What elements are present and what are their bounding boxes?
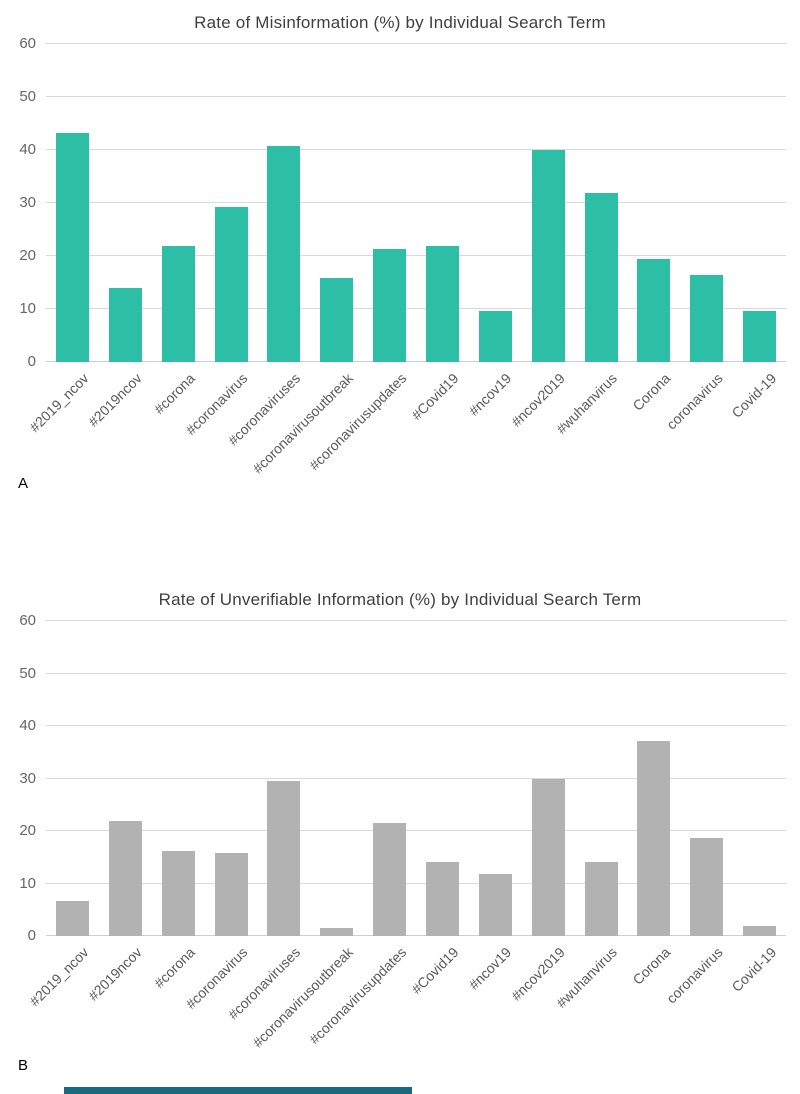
bar-Covid-19	[743, 925, 777, 936]
bar-#coronavirusupdates	[373, 822, 407, 936]
bar-Covid-19	[743, 310, 777, 362]
y-tick-label: 0	[27, 353, 36, 370]
chart-title-misinformation: Rate of Misinformation (%) by Individual…	[194, 13, 606, 32]
x-tick-label: #2019_ncov	[26, 370, 92, 436]
x-tick-label: coronavirus	[663, 944, 727, 1007]
x-tick-label: #coronavirusupdates	[305, 370, 409, 474]
x-tick-label: #corona	[150, 944, 198, 992]
bar-#ncov19	[478, 874, 512, 936]
gridline	[46, 882, 786, 884]
bar-#2019ncov	[108, 287, 142, 362]
x-tick-label: #corona	[150, 370, 198, 418]
y-axis: 0 10 20 30 40 50 60	[0, 612, 46, 944]
x-tick-label: #ncov19	[465, 944, 515, 993]
y-tick-label: 30	[19, 769, 36, 787]
panel-label-a: A	[18, 475, 29, 492]
y-tick-label: 50	[19, 664, 36, 682]
bar-#Covid19	[425, 245, 459, 362]
y-tick-label: 50	[19, 88, 36, 105]
plot-area	[46, 43, 786, 362]
bar-#corona	[161, 245, 195, 362]
x-tick-label: Covid-19	[727, 944, 779, 995]
x-tick-label: Covid-19	[727, 370, 779, 421]
bar-Corona	[637, 258, 671, 362]
x-tick-label: coronavirus	[663, 370, 727, 433]
x-tick-label: #Covid19	[408, 944, 462, 998]
x-tick-label: #coronavirusupdates	[305, 944, 409, 1048]
y-tick-label: 10	[19, 874, 36, 892]
x-tick-label: Corona	[629, 370, 674, 414]
chart-misinformation: Rate of Misinformation (%) by Individual…	[0, 0, 800, 494]
bar-#2019_ncov	[55, 900, 89, 936]
x-tick-label: #coronavirusoutbreak	[249, 370, 357, 477]
x-tick-label: #ncov19	[465, 370, 515, 419]
gridline	[46, 43, 786, 44]
bar-coronavirus	[690, 837, 724, 936]
bar-#coronavirusoutbreak	[320, 278, 354, 362]
gridline	[46, 149, 786, 150]
bar-Corona	[637, 740, 671, 936]
y-tick-label: 60	[19, 35, 36, 52]
next-figure-edge-strip	[64, 1087, 412, 1094]
gridline	[46, 725, 786, 726]
gridline	[46, 830, 786, 831]
x-tick-label: #2019ncov	[84, 370, 145, 430]
gridline	[46, 308, 786, 309]
bar-#coronavirusupdates	[373, 248, 407, 362]
x-tick-label: Corona	[629, 944, 674, 988]
y-tick-label: 20	[19, 247, 36, 265]
bar-#coronavirus	[214, 853, 248, 936]
bar-#wuhanvirus	[584, 861, 618, 936]
x-axis-baseline	[46, 935, 786, 936]
bar-#2019_ncov	[55, 133, 89, 362]
y-tick-label: 40	[19, 717, 36, 735]
bar-#coronavirus	[214, 206, 248, 362]
y-tick-label: 30	[19, 194, 36, 211]
bar-coronavirus	[690, 274, 724, 362]
x-tick-label: #2019_ncov	[26, 944, 92, 1010]
x-axis-labels: #2019_ncov #2019ncov #corona #coronavirus #c…	[26, 362, 786, 477]
y-tick-label: 60	[19, 612, 36, 629]
bar-#ncov2019	[531, 150, 565, 362]
y-tick-label: 40	[19, 141, 36, 159]
gridline	[46, 672, 786, 674]
x-tick-label: #coronavirusoutbreak	[249, 944, 357, 1051]
gridline	[46, 620, 786, 621]
chart-unverifiable: Rate of Unverifiable Information (%) by …	[0, 494, 800, 1076]
y-axis: 0 10 20 30 40 50 60	[0, 35, 46, 370]
bar-#coronavirusoutbreak	[320, 928, 354, 936]
chart-title-unverifiable: Rate of Unverifiable Information (%) by …	[158, 590, 642, 609]
plot-area	[46, 620, 786, 936]
bar-#coronaviruses	[267, 146, 301, 362]
bar-#Covid19	[425, 861, 459, 936]
x-tick-label: #2019ncov	[84, 944, 145, 1004]
bar-#2019ncov	[108, 820, 142, 936]
bar-#coronaviruses	[267, 781, 301, 936]
gridline	[46, 96, 786, 97]
x-tick-label: #Covid19	[408, 370, 462, 424]
gridline	[46, 777, 786, 779]
plot-row: 0 10 20 30 40 50 60	[0, 35, 786, 370]
bar-#wuhanvirus	[584, 192, 618, 362]
x-axis-baseline	[46, 361, 786, 362]
y-tick-label: 0	[27, 927, 36, 944]
panel-label-b: B	[18, 1057, 29, 1074]
y-tick-label: 20	[19, 822, 36, 840]
bar-#ncov2019	[531, 778, 565, 936]
gridline	[46, 255, 786, 256]
bar-#ncov19	[478, 310, 512, 362]
plot-row: 0 10 20 30 40 50 60	[0, 612, 786, 944]
gridline	[46, 202, 786, 203]
y-tick-label: 10	[19, 300, 36, 318]
x-axis-labels: #2019_ncov #2019ncov #corona #coronavirus #c…	[26, 936, 786, 1056]
bar-#corona	[161, 851, 195, 936]
